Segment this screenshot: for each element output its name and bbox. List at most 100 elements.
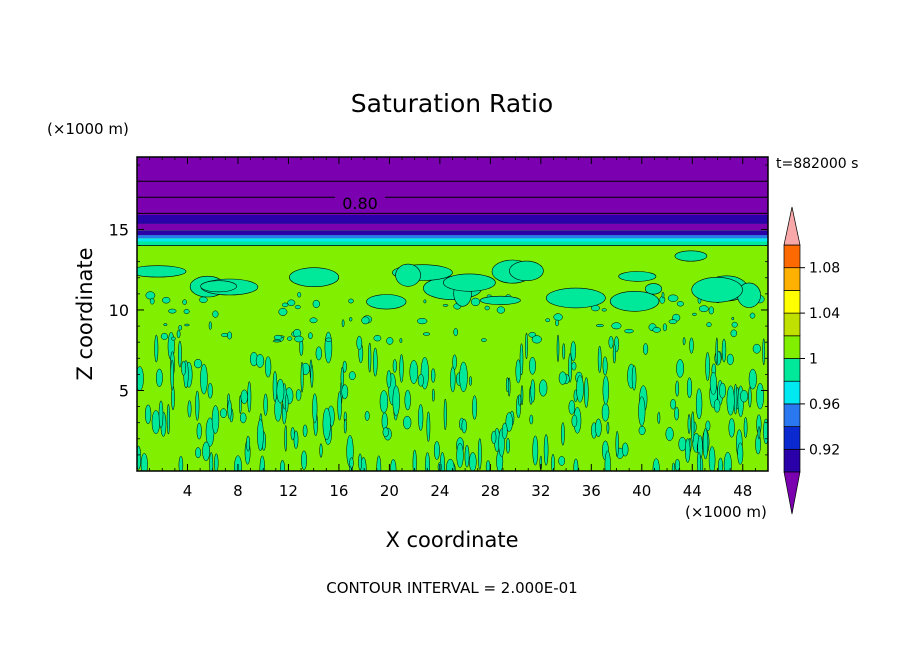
transition-cell <box>168 308 177 314</box>
turbulent-cell <box>713 399 721 413</box>
turbulent-cell <box>461 418 467 434</box>
turbulent-cell <box>170 359 174 391</box>
cloud-blob <box>644 283 663 295</box>
turbulent-cell <box>507 377 511 397</box>
turbulent-cell <box>678 436 687 452</box>
turbulent-cell <box>431 368 436 383</box>
colorbar-segment <box>783 312 801 337</box>
colorbar-segment <box>783 267 801 291</box>
transition-cell <box>422 332 431 336</box>
x-tick-label: 4 <box>183 482 193 500</box>
x-tick-label: 32 <box>531 482 550 500</box>
turbulent-cell <box>602 356 608 376</box>
turbulent-cell <box>450 366 456 393</box>
turbulent-cell <box>728 418 735 438</box>
turbulent-cell <box>137 445 142 470</box>
colorbar: 0.92 0.96 1 1.04 1.08 <box>783 206 840 515</box>
transition-cell <box>531 335 542 344</box>
turbulent-cell <box>705 352 710 381</box>
transition-cell <box>221 332 229 338</box>
dry-layer-band <box>137 238 768 242</box>
colorbar-tick-label: 1.04 <box>809 306 840 322</box>
turbulent-cell <box>322 407 331 441</box>
turbulent-cell <box>211 405 220 434</box>
transition-cell <box>199 296 208 303</box>
turbulent-cell <box>570 340 577 362</box>
transition-cell <box>145 291 156 300</box>
turbulent-cell <box>381 412 388 430</box>
transition-cell <box>309 317 318 324</box>
turbulent-cell <box>302 424 308 438</box>
turbulent-cell <box>702 428 709 460</box>
turbulent-cell <box>505 412 513 432</box>
turbulent-cell <box>506 437 510 454</box>
turbulent-cell <box>602 375 609 405</box>
turbulent-cell <box>615 430 619 457</box>
colorbar-tick-label: 1.08 <box>809 261 840 277</box>
turbulent-cell <box>689 337 694 354</box>
transition-cell <box>423 299 427 304</box>
turbulent-cell <box>556 334 560 362</box>
transition-cell <box>481 338 487 342</box>
transition-cell <box>162 296 171 304</box>
turbulent-cell <box>255 354 265 368</box>
turbulent-cell <box>597 345 602 373</box>
turbulent-cell <box>166 404 170 435</box>
turbulent-cell <box>426 411 431 442</box>
turbulent-cell <box>364 410 370 421</box>
turbulent-cell <box>425 452 430 471</box>
colorbar-under-arrow <box>783 471 801 515</box>
transition-cell <box>163 323 168 327</box>
y-tick-label: 5 <box>119 381 129 400</box>
turbulent-cell <box>284 425 288 452</box>
transition-cell <box>386 337 394 345</box>
transition-cell <box>373 335 382 342</box>
transition-cell <box>273 334 282 340</box>
x-tick-label: 20 <box>380 482 399 500</box>
turbulent-cell <box>621 442 629 457</box>
transition-cell <box>348 298 354 304</box>
transition-cell <box>662 323 667 332</box>
dry-layer-band <box>137 235 768 239</box>
cloud-blob <box>443 273 496 292</box>
turbulent-cell <box>631 365 637 391</box>
turbulent-cell <box>576 375 584 403</box>
cloud-blob <box>674 250 708 262</box>
turbulent-cell <box>284 394 289 413</box>
colorbar-over-arrow <box>783 206 801 246</box>
transition-cell <box>286 336 293 341</box>
transition-cell <box>184 323 190 327</box>
cloud-blob <box>691 276 743 303</box>
cloud-blob <box>479 295 521 305</box>
x-tick-label: 28 <box>481 482 500 500</box>
transition-cell <box>555 319 559 327</box>
transition-cell <box>171 336 176 341</box>
turbulent-cell <box>558 456 566 466</box>
transition-cell <box>667 294 679 302</box>
turbulent-cell <box>638 425 646 436</box>
turbulent-cell <box>638 396 646 427</box>
time-label: t=882000 s <box>776 156 858 172</box>
transition-cell <box>553 313 563 321</box>
turbulent-cell <box>239 395 242 415</box>
turbulent-cell <box>376 455 382 471</box>
turbulent-cell <box>348 371 356 381</box>
turbulent-cell <box>719 382 726 399</box>
turbulent-cell <box>382 427 389 438</box>
transition-cell <box>731 316 735 321</box>
transition-cell <box>453 328 458 337</box>
turbulent-cell <box>674 406 679 421</box>
contour-label: 0.80 <box>342 194 378 213</box>
turbulent-cell <box>606 421 610 435</box>
transition-cell <box>176 329 181 339</box>
transition-cell <box>730 329 738 338</box>
transition-cell <box>708 306 714 315</box>
turbulent-cell <box>234 455 242 471</box>
y-tick-label: 15 <box>109 220 129 239</box>
turbulent-cell <box>551 453 555 471</box>
transition-cell <box>287 299 296 307</box>
transition-cell <box>361 316 370 325</box>
turbulent-cell <box>412 449 417 471</box>
turbulent-cell <box>584 377 589 408</box>
turbulent-cell <box>472 395 478 420</box>
